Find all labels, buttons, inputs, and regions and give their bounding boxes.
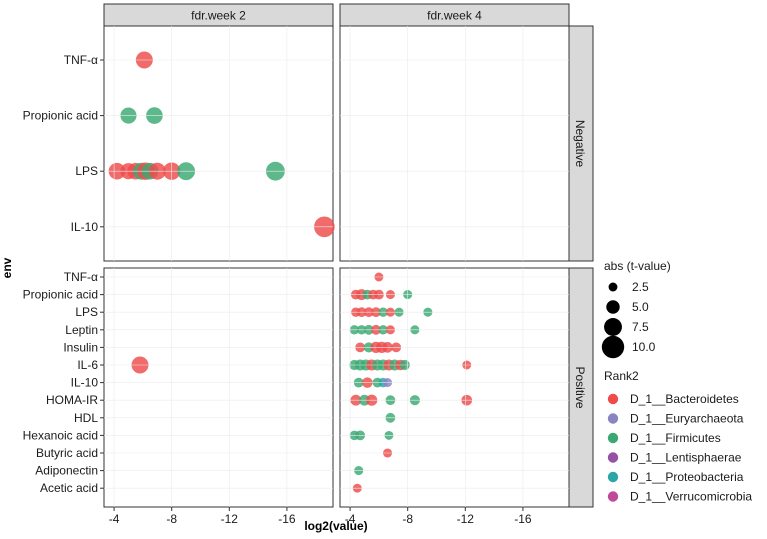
legend: abs (t-value) Rank2 2.5 5.0 7.5 10.0 D_1__Ba… <box>601 259 752 504</box>
x-tick-label-fdr-week-2-8: -8 <box>166 512 177 526</box>
x-axis-title: log2(value) <box>304 519 367 533</box>
y-tick-label-negative-il-10: IL-10 <box>71 220 99 234</box>
y-tick-label-positive-adiponectin: Adiponectin <box>35 464 98 478</box>
color-legend-title: Rank2 <box>604 369 639 383</box>
size-legend-marker-1 <box>606 300 620 314</box>
x-tick-label-fdr-week-2-4: -4 <box>109 512 120 526</box>
color-legend-marker-d-1-euryarchaeota <box>607 413 619 424</box>
color-legend-label-d-1-lentisphaerae: D_1__Lentisphaerae <box>630 451 742 465</box>
color-legend-label-d-1-euryarchaeota: D_1__Euryarchaeota <box>630 412 744 426</box>
size-legend-label-2: 7.5 <box>632 320 649 334</box>
y-tick-label-positive-tnf: TNF-α <box>64 270 98 284</box>
color-legend-marker-d-1-firmicutes <box>607 432 619 444</box>
panel-week4-negative <box>339 25 570 262</box>
strip-week4-label: fdr.week 4 <box>427 9 482 23</box>
size-legend-label-0: 2.5 <box>632 280 649 294</box>
chart-axes: TNF-α Propionic acid LPS IL-10 TNF-α Propioni… <box>23 26 569 526</box>
x-tick-label-fdr-week-4-16: -16 <box>514 512 532 526</box>
y-tick-label-positive-hexanoic-acid: Hexanoic acid <box>23 428 98 442</box>
size-legend-marker-0 <box>608 282 618 292</box>
y-tick-label-positive-leptin: Leptin <box>65 323 98 337</box>
color-legend-label-d-1-firmicutes: D_1__Firmicutes <box>630 431 721 445</box>
y-tick-label-positive-homa-ir: HOMA-IR <box>46 393 98 407</box>
strip-negative-label: Negative <box>573 120 587 168</box>
size-legend-title: abs (t-value) <box>604 259 671 273</box>
x-tick-label-fdr-week-4-12: -12 <box>457 512 475 526</box>
color-legend-marker-d-1-bacteroidetes <box>607 393 619 405</box>
panel-week4-positive <box>339 267 570 508</box>
size-legend-marker-3 <box>601 335 625 359</box>
y-tick-label-positive-insulin: Insulin <box>63 340 98 354</box>
size-legend-label-1: 5.0 <box>632 300 649 314</box>
y-tick-label-positive-il-6: IL-6 <box>77 358 98 372</box>
y-tick-label-positive-butyric-acid: Butyric acid <box>36 446 98 460</box>
y-tick-label-positive-il-10: IL-10 <box>71 376 99 390</box>
y-tick-label-negative-lps: LPS <box>75 164 98 178</box>
strip-negative-bg <box>568 25 594 262</box>
color-legend-label-d-1-proteobacteria: D_1__Proteobacteria <box>630 470 744 484</box>
panel-week2-positive <box>103 267 334 508</box>
x-tick-label-fdr-week-4-8: -8 <box>402 512 413 526</box>
color-legend-label-d-1-bacteroidetes: D_1__Bacteroidetes <box>630 392 739 406</box>
x-tick-label-fdr-week-2-12: -12 <box>221 512 239 526</box>
y-tick-label-positive-lps: LPS <box>75 305 98 319</box>
y-tick-label-negative-tnf: TNF-α <box>64 53 98 67</box>
color-legend-marker-d-1-proteobacteria <box>607 471 619 483</box>
color-legend-marker-d-1-lentisphaerae <box>607 452 619 463</box>
size-legend-label-3: 10.0 <box>632 340 656 354</box>
y-tick-label-negative-propionic-acid: Propionic acid <box>23 109 98 123</box>
color-legend-label-d-1-verrucomicrobia: D_1__Verrucomicrobia <box>630 490 752 504</box>
y-tick-label-positive-propionic-acid: Propionic acid <box>23 288 98 302</box>
color-legend-marker-d-1-verrucomicrobia <box>607 491 619 502</box>
y-tick-label-positive-hdl: HDL <box>74 411 98 425</box>
size-legend-marker-2 <box>604 318 622 336</box>
x-tick-label-fdr-week-2-16: -16 <box>278 512 296 526</box>
y-tick-label-positive-acetic-acid: Acetic acid <box>40 481 98 495</box>
strip-week2-label: fdr.week 2 <box>191 9 246 23</box>
x-tick-label-fdr-week-4-4: -4 <box>345 512 356 526</box>
strip-positive-label: Positive <box>573 366 587 408</box>
y-axis-title: env <box>0 257 14 278</box>
